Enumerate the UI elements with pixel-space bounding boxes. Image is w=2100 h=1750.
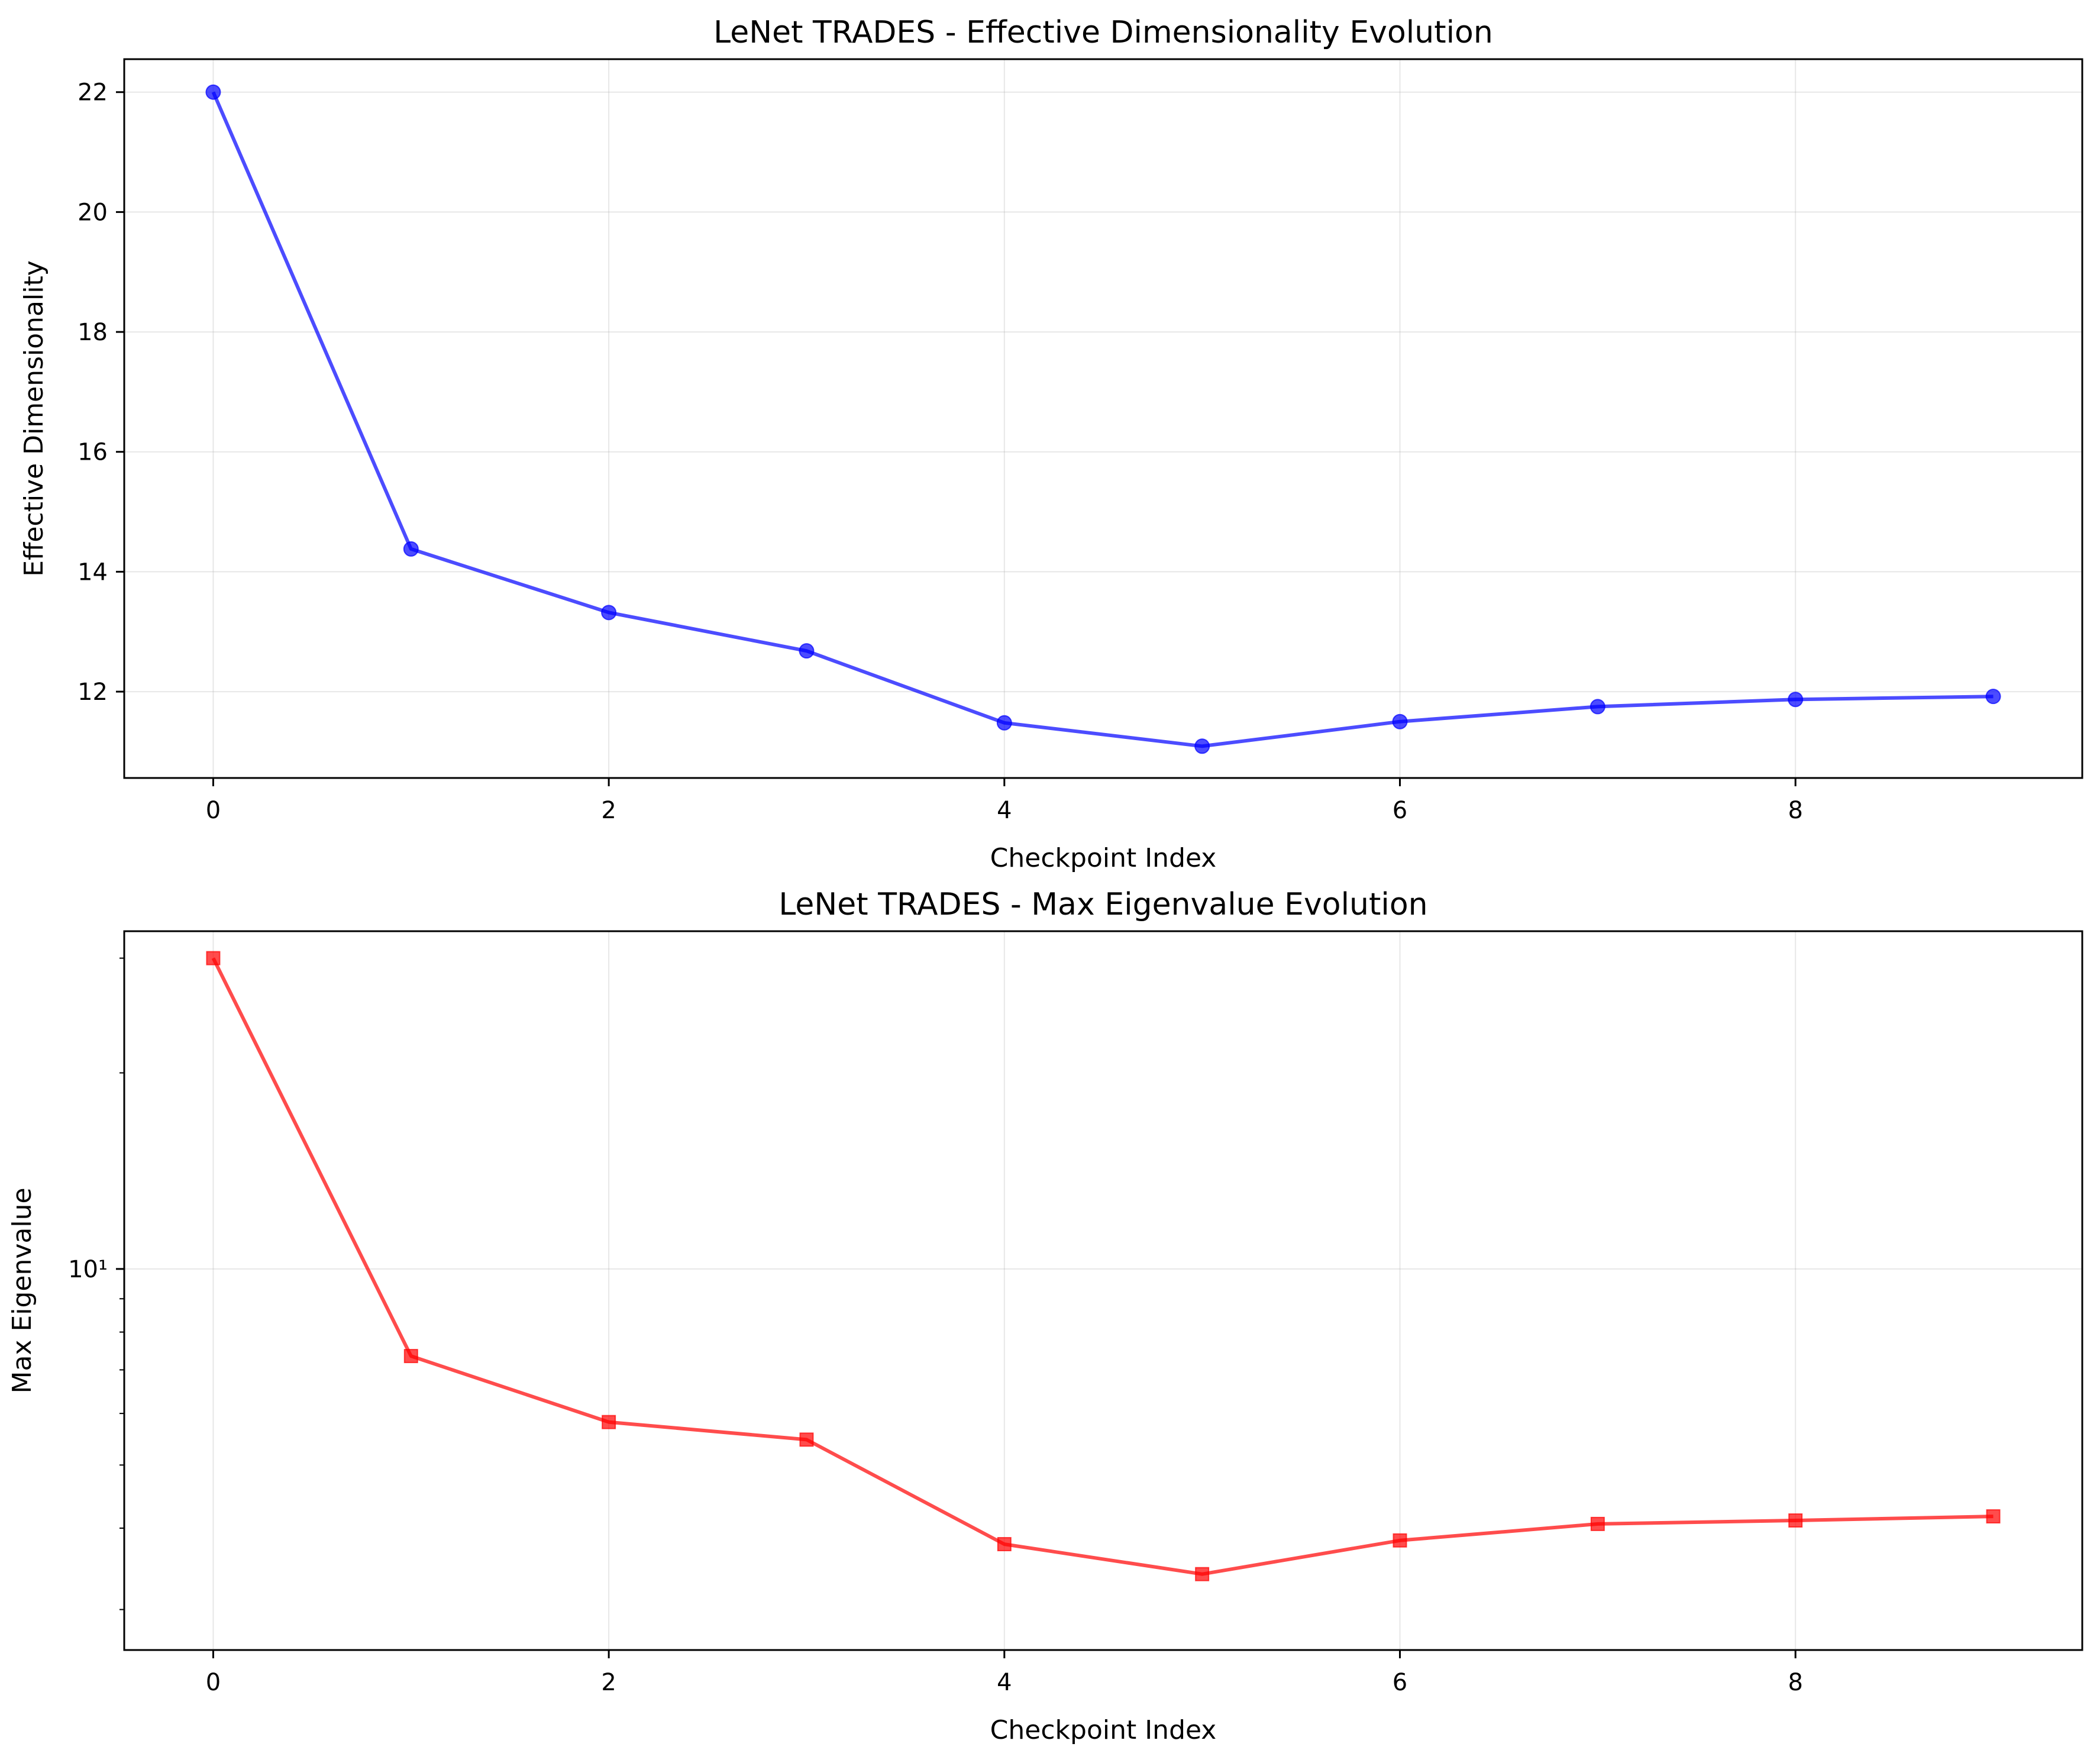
x-tick-label: 8 [1788, 797, 1802, 824]
x-tick-label: 6 [1393, 797, 1407, 824]
x-tick-label: 4 [997, 797, 1012, 824]
y-tick-label: 20 [77, 199, 108, 226]
x-axis-label: Checkpoint Index [990, 843, 1217, 873]
data-series [206, 951, 2001, 1581]
grid [124, 59, 2082, 778]
x-axis-label: Checkpoint Index [990, 1715, 1217, 1745]
data-point [997, 1537, 1012, 1552]
data-point [206, 951, 221, 966]
grid [124, 931, 2082, 1650]
data-point [1392, 713, 1408, 729]
x-tick-label: 0 [206, 1669, 221, 1696]
chart-title: LeNet TRADES - Effective Dimensionality … [713, 15, 1493, 50]
chart-title: LeNet TRADES - Max Eigenvalue Evolution [778, 887, 1427, 922]
y-tick-label: 10¹ [68, 1256, 108, 1283]
x-tick-label: 6 [1393, 1669, 1407, 1696]
y-tick-label: 18 [77, 319, 108, 346]
data-point [1985, 689, 2001, 705]
x-tick-label: 8 [1788, 1669, 1802, 1696]
data-point [1393, 1533, 1407, 1548]
y-tick-label: 12 [77, 679, 108, 706]
data-point [1788, 1513, 1803, 1528]
y-tick-label: 22 [77, 79, 108, 106]
data-point [205, 84, 221, 100]
x-tick-label: 4 [997, 1669, 1012, 1696]
axis-ticks: 0 2 4 6 8 12 14 16 18 20 22 [77, 79, 1803, 824]
data-point [1986, 1509, 2001, 1524]
x-tick-label: 2 [601, 1669, 616, 1696]
data-point [1589, 699, 1605, 715]
data-point [1788, 692, 1804, 708]
data-point [1194, 738, 1210, 754]
y-tick-label: 14 [77, 558, 108, 586]
data-point [601, 605, 617, 621]
chart-panel-max-eigenvalue: 0 2 4 6 8 10¹ LeNet TRADES - Max Eigenvalue E… [7, 887, 2083, 1745]
data-point [799, 643, 815, 659]
data-point [602, 1415, 616, 1429]
data-series [205, 84, 2001, 754]
data-point [996, 715, 1012, 731]
chart-panel-effective-dimensionality: 0 2 4 6 8 12 14 16 18 20 22 LeNet TRADES - Effecti… [19, 15, 2083, 873]
series-line [211, 957, 1994, 1576]
axes-frame [123, 58, 2083, 779]
y-axis-label: Max Eigenvalue [7, 1187, 37, 1393]
data-point [403, 1349, 418, 1364]
data-point [1590, 1516, 1605, 1531]
plot-area [124, 931, 2082, 1650]
data-point [799, 1432, 814, 1447]
y-tick-label: 16 [77, 439, 108, 466]
x-tick-label: 0 [206, 797, 221, 824]
data-point [1195, 1567, 1210, 1581]
series-line [211, 91, 1994, 748]
plot-area [124, 59, 2082, 778]
axes-frame [123, 930, 2083, 1651]
data-point [403, 541, 419, 557]
x-tick-label: 2 [601, 797, 616, 824]
y-axis-label: Effective Dimensionality [19, 260, 49, 577]
